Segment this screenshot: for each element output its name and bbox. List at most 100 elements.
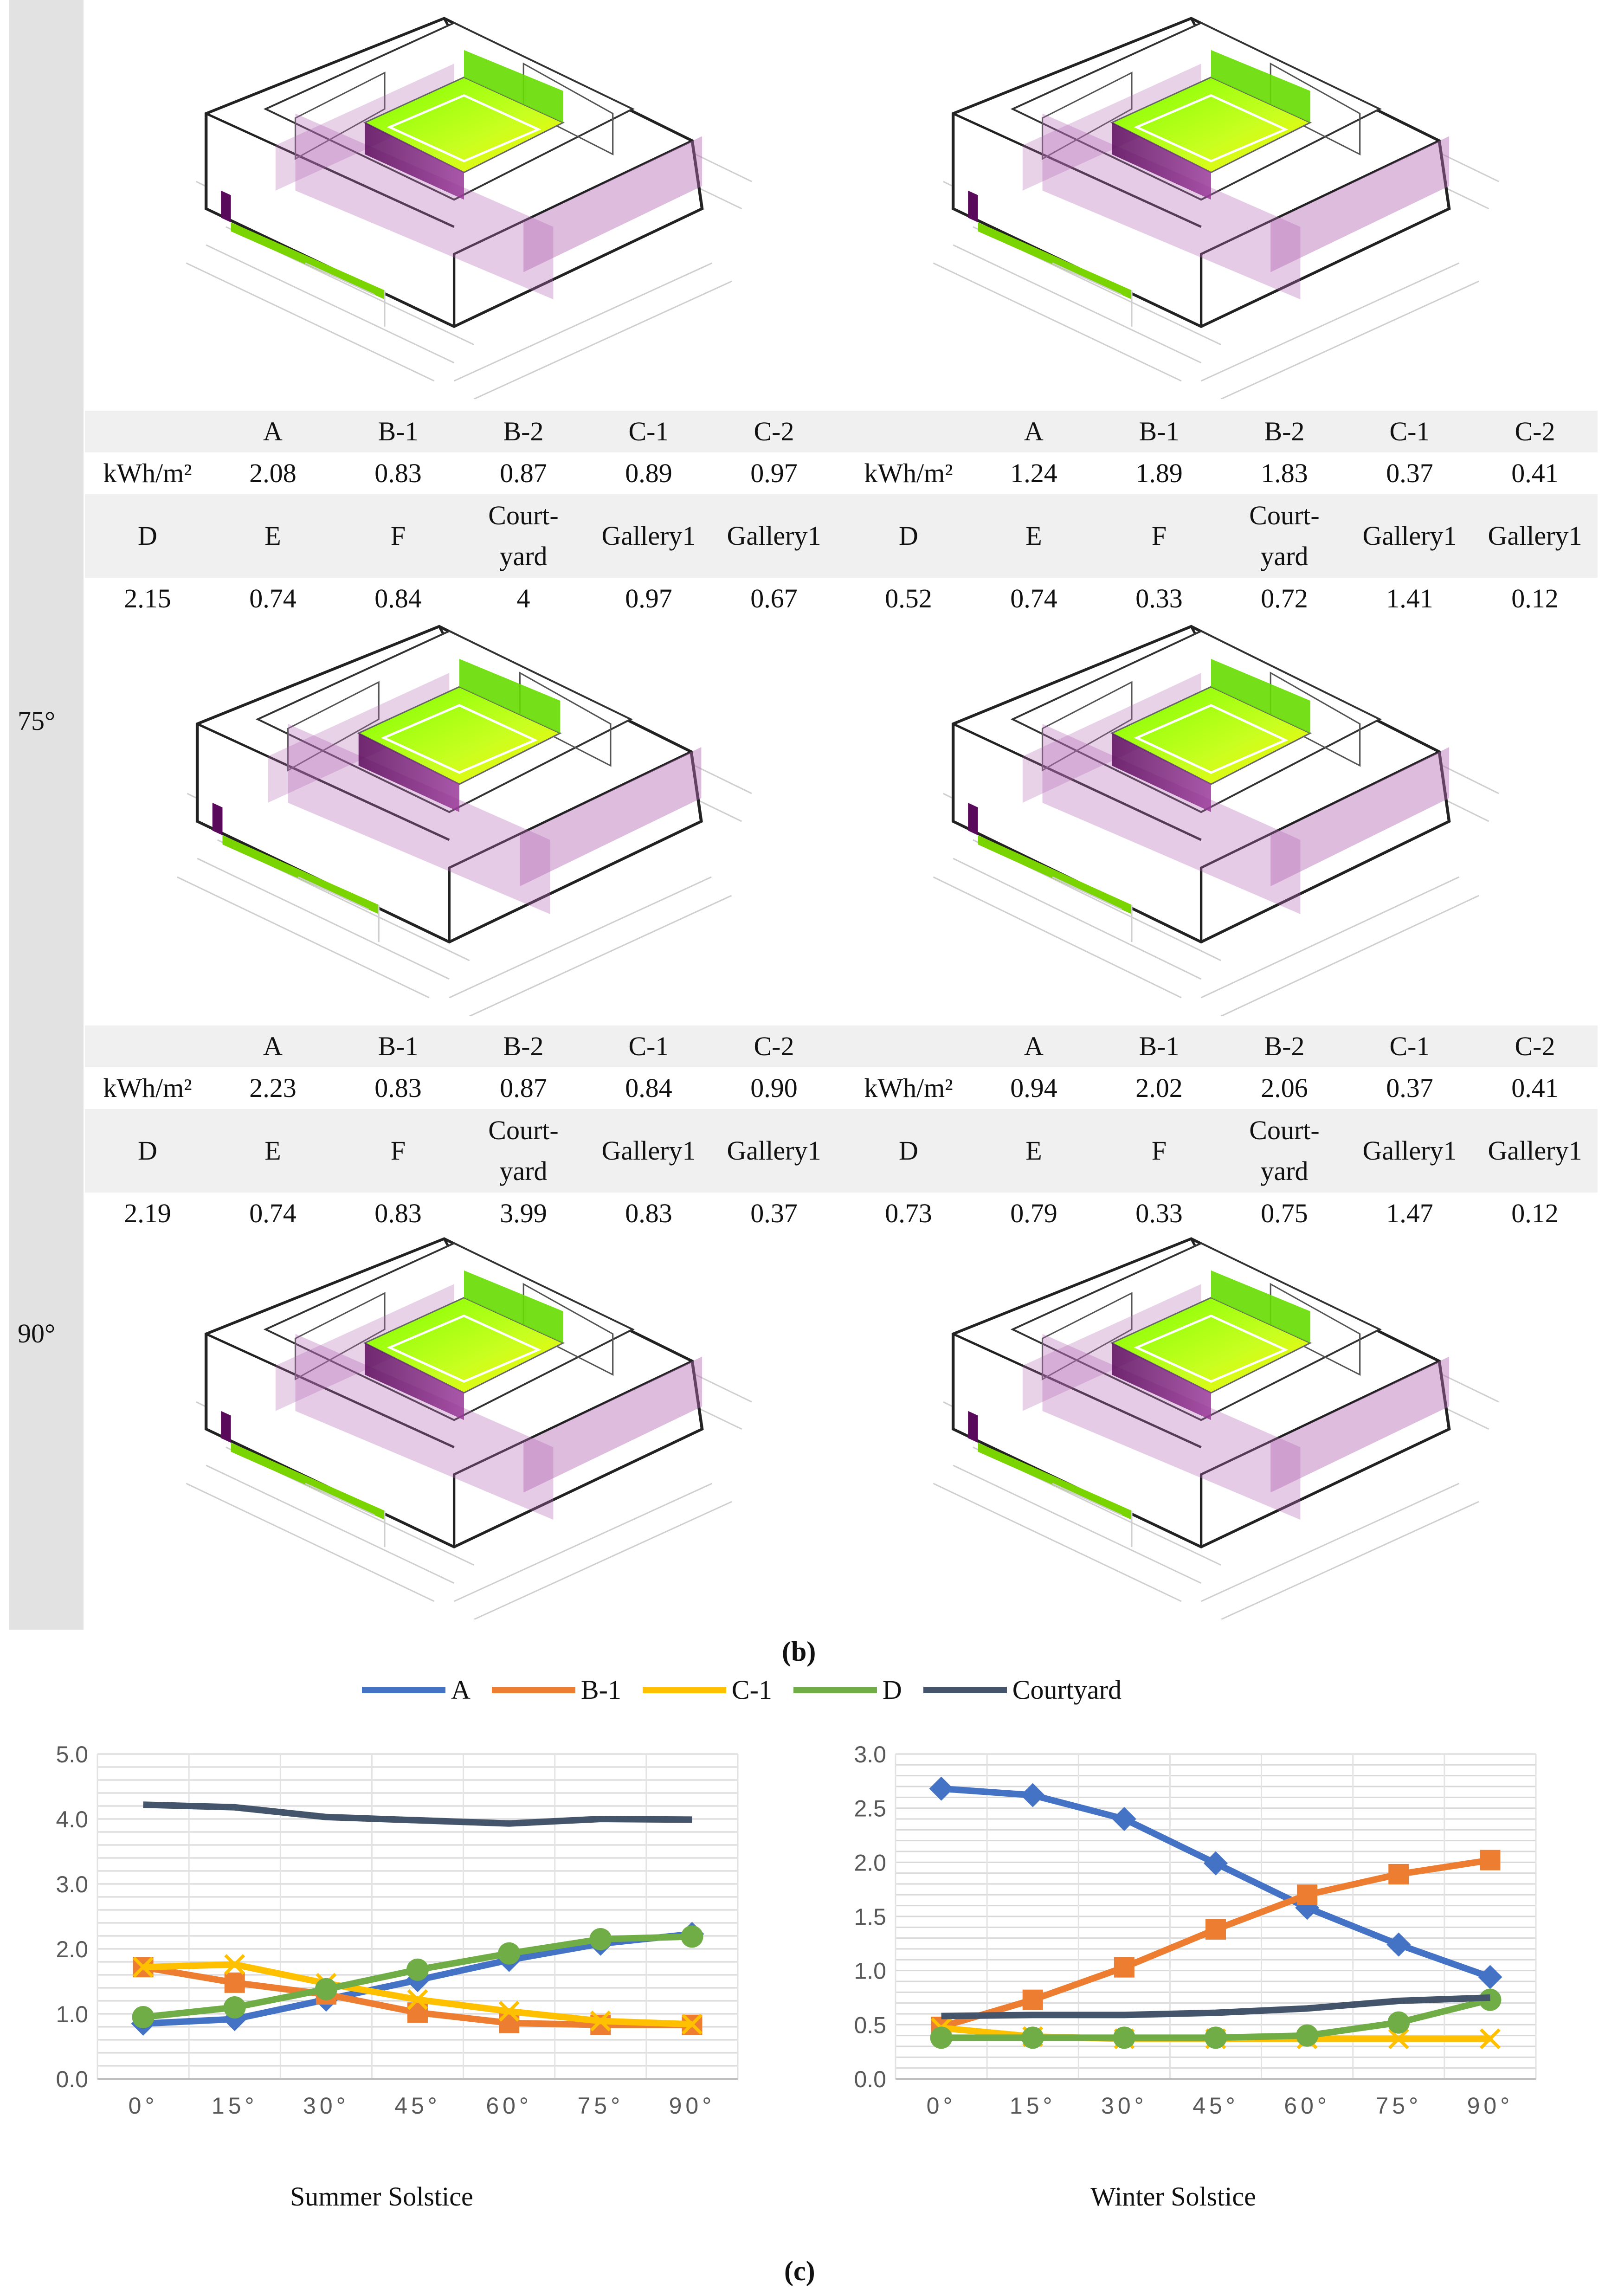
y-tick-label: 1.0 [56,2001,88,2027]
data-point [315,1978,337,2000]
x-tick-label: 30° [303,2093,349,2119]
x-tick-label: 90° [1467,2093,1514,2119]
x-tick-label: 75° [577,2093,624,2119]
table-cell: F [390,521,406,551]
legend-swatch [923,1686,1007,1693]
table-cell: 0.83 [374,458,422,488]
table-cell: 0.90 [750,1073,798,1103]
data-point [224,1954,245,1975]
data-point [590,2010,611,2032]
legend-label: Courtyard [1012,1675,1122,1705]
table-cell: 1.89 [1135,458,1183,488]
angle-label-90: 90° [18,1318,56,1348]
table-cell: kWh/m² [103,458,192,488]
y-tick-label: 3.0 [56,1871,88,1897]
summer-chart-title: Summer Solstice [290,2181,473,2212]
model-render-90-summer [176,1230,752,1619]
table-cell: 0.12 [1511,1198,1559,1228]
x-tick-label: 60° [486,2093,532,2119]
table-cell: kWh/m² [103,1073,192,1103]
table-cell: Court- yard [488,1115,559,1186]
table-cell: 0.41 [1511,458,1559,488]
data-point [1114,1957,1134,1978]
data-point [1205,2026,1227,2049]
y-tick-label: 1.0 [854,1958,886,1984]
table-cell: 0.94 [1010,1073,1057,1103]
data-point [224,1972,245,1993]
table-cell: 0.97 [625,583,672,613]
table-row: D E F Court- yard Gallery1 Gallery1 D E F Court- … [85,1109,1598,1193]
data-point [930,2026,953,2049]
x-tick-label: 15° [1010,2093,1056,2119]
x-tick-label: 45° [394,2093,441,2119]
table-cell [846,1025,971,1067]
x-tick-label: 45° [1192,2093,1239,2119]
x-tick-label: 90° [669,2093,715,2119]
x-tick-label: 0° [927,2093,956,2119]
legend-swatch [793,1686,877,1693]
data-point [1297,1884,1318,1905]
table-cell: Gallery1 [727,1135,821,1166]
table-row: kWh/m² 2.23 0.83 0.87 0.84 0.90 kWh/m² 0.94 2.02… [85,1067,1598,1109]
y-tick-label: 5.0 [56,1741,88,1767]
x-tick-label: 75° [1375,2093,1422,2119]
y-tick-label: 2.0 [854,1850,886,1876]
data-point [1021,2026,1044,2049]
model-render-75-winter [923,617,1499,1016]
table-cell: D [899,521,918,551]
data-point [1479,2028,1501,2050]
table-cell: E [1025,521,1042,551]
table-cell: 0.12 [1511,583,1559,613]
table-cell: C-1 [628,416,669,446]
table-cell: 0.74 [249,583,297,613]
table-cell: 2.02 [1135,1073,1183,1103]
data-point [499,2012,520,2033]
data-point [223,1996,246,2019]
legend-item: C-1 [642,1674,772,1705]
y-tick-label: 3.0 [854,1741,886,1767]
table-cell: Gallery1 [1488,1135,1582,1166]
winter-chart-title: Winter Solstice [1090,2181,1256,2212]
data-point [407,1989,428,2010]
table-cell: A [1024,416,1044,446]
data-point [1022,1989,1043,2010]
table-cell: C-2 [754,416,794,446]
table-cell: 0.67 [750,583,798,613]
table-cell: 0.52 [885,583,932,613]
table-cell: 0.84 [374,583,422,613]
table-cell: 0.37 [750,1198,798,1228]
legend-label: D [882,1675,902,1705]
table-cell: 4 [516,583,530,613]
legend-item: Courtyard [923,1674,1122,1705]
table-cell: 2.15 [124,583,171,613]
table-cell: Court- yard [488,500,559,571]
table-cell: Court- yard [1249,1115,1320,1186]
table-cell: 2.08 [249,458,297,488]
data-point [589,1928,612,1950]
data-point [132,2006,155,2028]
series-line-Courtyard [941,1994,1490,2019]
table-cell: C-2 [1515,416,1555,446]
data-point [681,1925,703,1948]
table-cell: 0.72 [1261,583,1308,613]
x-tick-label: 0° [129,2093,158,2119]
angle-label-75: 75° [18,706,56,736]
table-cell: 0.41 [1511,1073,1559,1103]
data-point [1295,1896,1320,1920]
model-render-90-winter [923,1230,1499,1619]
table-cell: 0.84 [625,1073,672,1103]
chart-legend: A B-1 C-1 D Courtyard [362,1674,1143,1705]
legend-label: A [451,1675,471,1705]
table-cell: B-1 [1139,1031,1180,1061]
table-cell: Gallery1 [601,1135,696,1166]
table-cell: 0.74 [249,1198,297,1228]
table-cell: E [264,521,281,551]
table-cell: 2.23 [249,1073,297,1103]
table-cell: D [138,521,157,551]
table-cell: 0.74 [1010,583,1057,613]
table-cell: 0.79 [1010,1198,1057,1228]
table-cell: Gallery1 [727,521,821,551]
table-cell: F [390,1135,406,1166]
y-tick-label: 4.0 [56,1806,88,1832]
legend-label: C-1 [731,1675,772,1705]
